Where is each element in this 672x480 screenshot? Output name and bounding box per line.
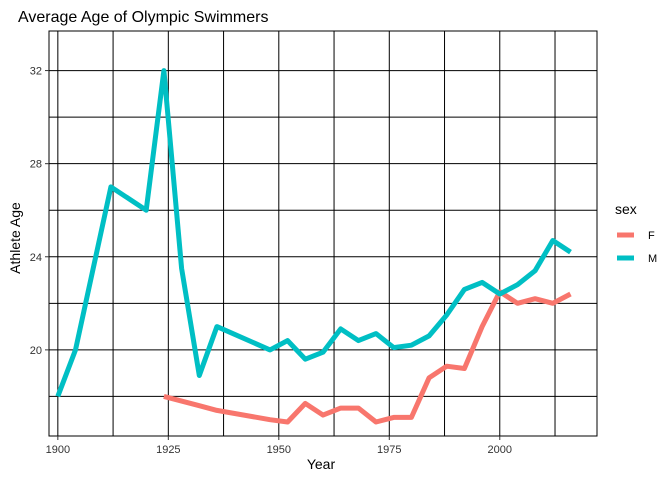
series-line-F <box>163 289 572 425</box>
x-tick-label: 1925 <box>156 444 180 456</box>
x-tick-label: 1975 <box>377 444 401 456</box>
y-tick-label: 24 <box>30 252 42 264</box>
x-tick-label: 2000 <box>488 444 512 456</box>
grid-lines <box>49 31 597 436</box>
plot-panel <box>48 30 598 437</box>
legend-title: sex <box>615 201 637 217</box>
y-axis: 20 24 28 32 <box>30 66 49 357</box>
panel-border <box>48 30 598 437</box>
x-axis: 1900 1925 1950 1975 2000 <box>46 436 512 456</box>
chart-title: Average Age of Olympic Swimmers <box>18 9 268 26</box>
x-tick-label: 1950 <box>267 444 291 456</box>
y-tick-label: 32 <box>30 66 42 78</box>
y-tick-label: 20 <box>30 345 42 357</box>
legend-label-F: F <box>648 230 655 242</box>
series-line-M <box>55 68 572 398</box>
x-axis-title: Year <box>307 456 336 472</box>
legend: sex FM <box>615 201 657 265</box>
y-axis-title: Athlete Age <box>7 202 23 274</box>
legend-label-M: M <box>648 253 657 265</box>
y-tick-label: 28 <box>30 159 42 171</box>
x-tick-label: 1900 <box>46 444 70 456</box>
series-lines <box>55 68 572 425</box>
